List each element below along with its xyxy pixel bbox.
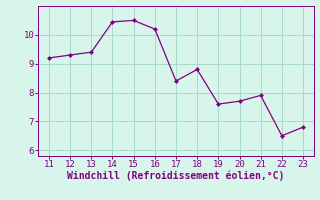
X-axis label: Windchill (Refroidissement éolien,°C): Windchill (Refroidissement éolien,°C) [67,171,285,181]
